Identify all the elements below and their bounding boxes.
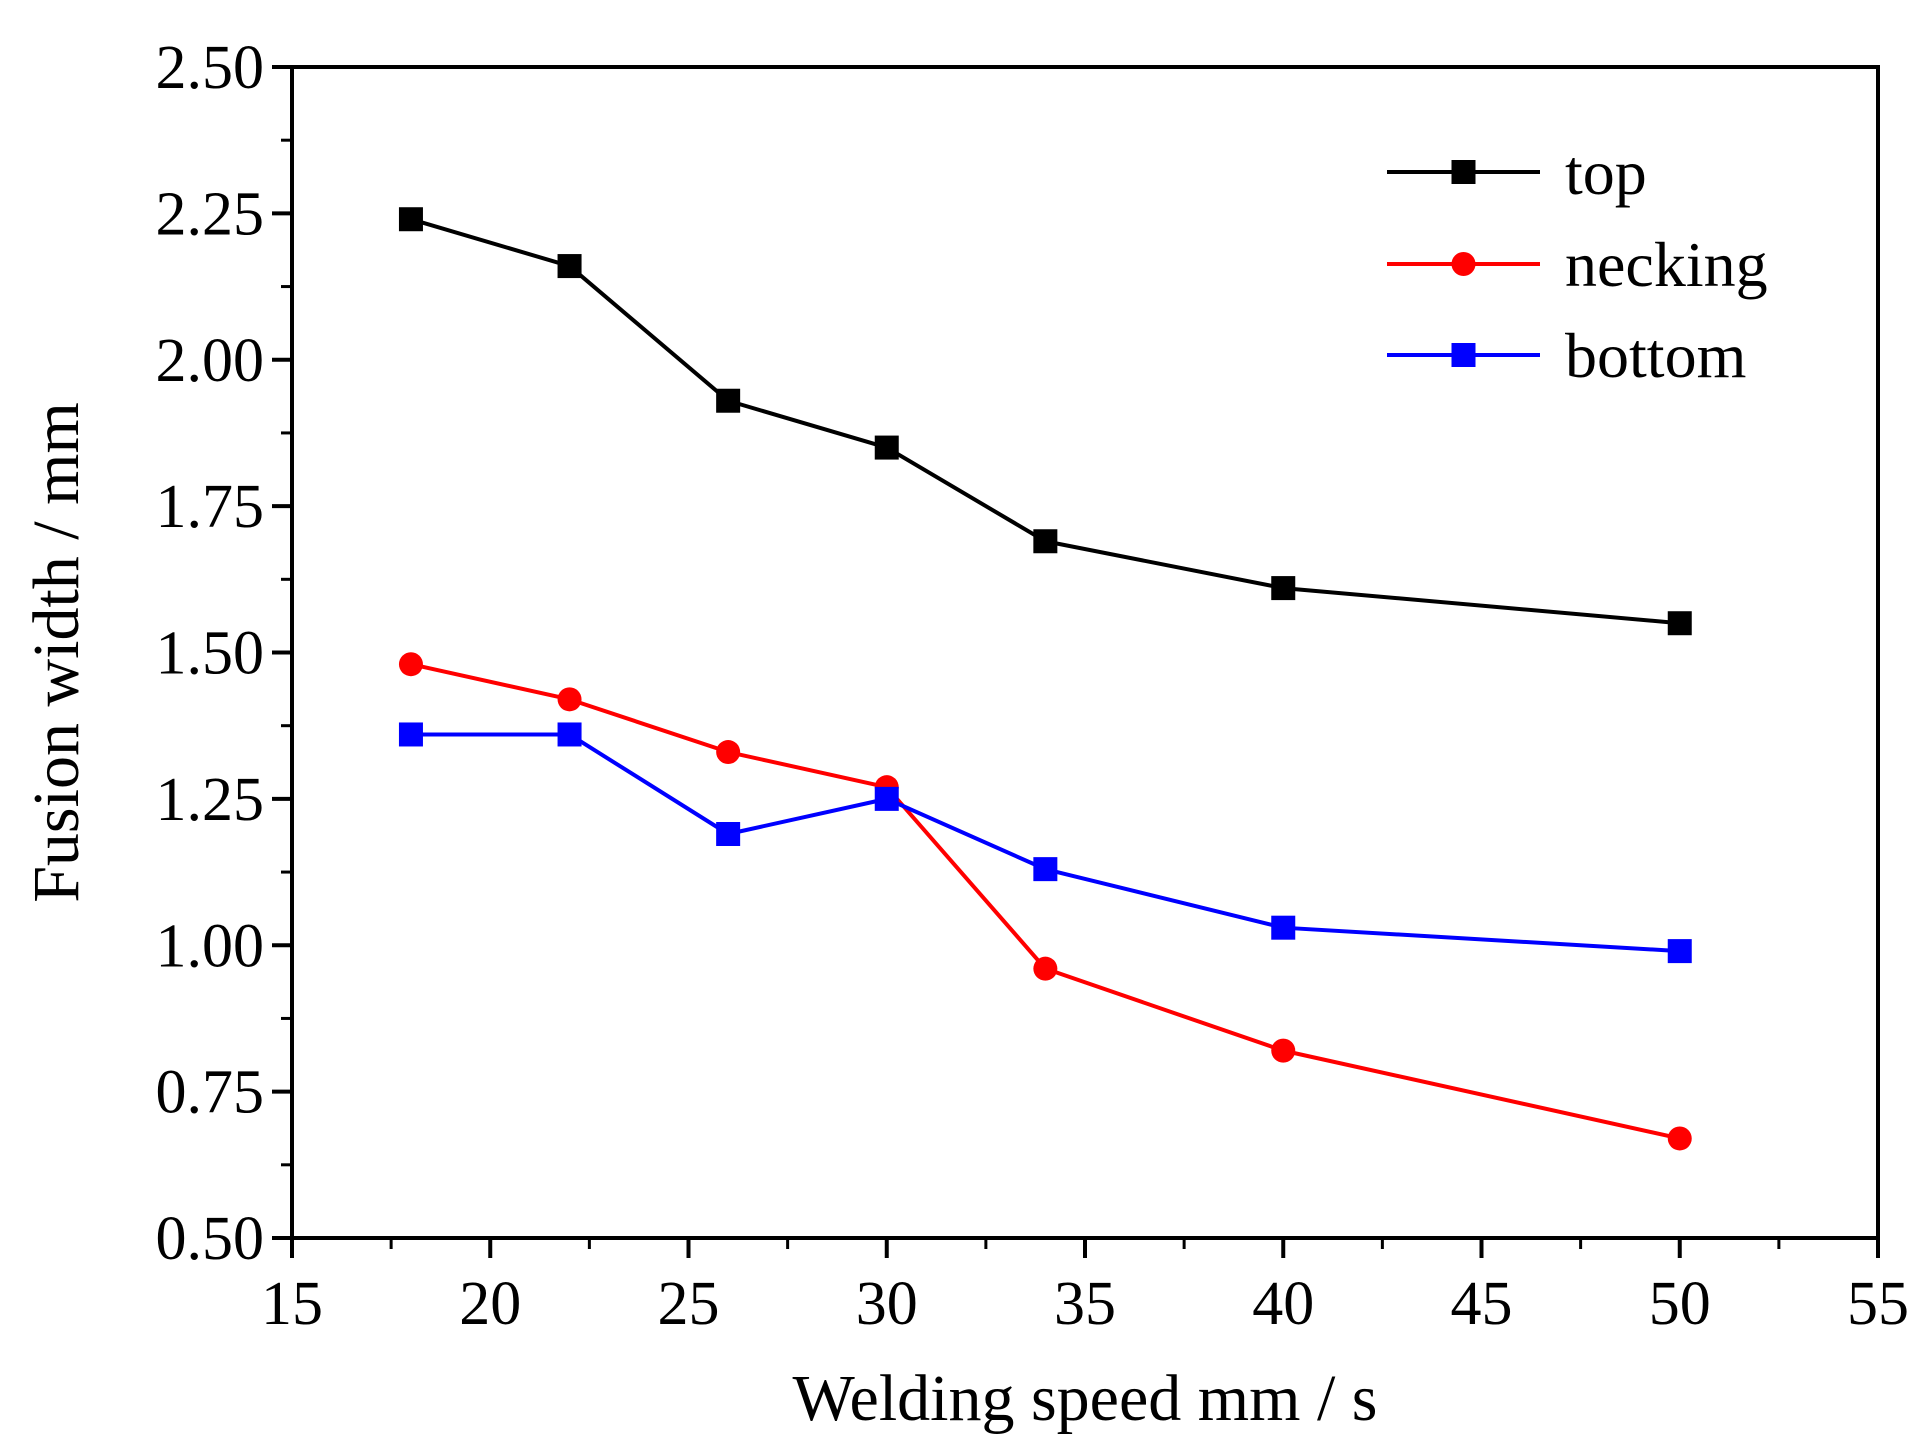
data-point-bottom [557, 722, 582, 747]
legend-marker-top [1451, 160, 1476, 184]
data-point-top [874, 435, 899, 460]
x-axis-title: Welding speed mm / s [793, 1362, 1378, 1435]
y-tick-label: 2.50 [156, 34, 265, 102]
y-tick-label: 0.50 [156, 1205, 265, 1273]
data-point-necking [716, 740, 741, 765]
x-tick-label: 45 [1451, 1270, 1513, 1338]
x-tick-label: 50 [1649, 1270, 1711, 1338]
x-tick-label: 55 [1847, 1270, 1909, 1338]
legend-label-necking: necking [1565, 229, 1768, 300]
y-tick-label: 1.00 [156, 912, 265, 980]
legend-marker-necking [1451, 252, 1476, 276]
data-point-necking [1033, 956, 1058, 981]
data-point-top [716, 388, 741, 413]
data-point-bottom [1033, 857, 1058, 882]
y-tick-label: 2.00 [156, 327, 265, 395]
data-point-necking [1667, 1126, 1692, 1151]
legend-marker-bottom [1451, 343, 1476, 367]
data-point-necking [398, 652, 423, 677]
y-tick-label: 2.25 [156, 180, 265, 248]
axes: 15 20 25 30 35 40 45 50 55 0.50 0.75 1.00 1.25 1.50 1.… [156, 34, 1910, 1338]
y-tick-label: 0.75 [156, 1059, 265, 1127]
series-line-bottom [410, 732, 1680, 954]
series-line-necking [410, 662, 1681, 1141]
data-point-bottom [1271, 915, 1296, 940]
data-point-top [557, 254, 582, 279]
legend-label-top: top [1565, 137, 1647, 208]
y-tick-label: 1.25 [156, 766, 265, 834]
data-point-top [1271, 576, 1296, 601]
data-point-top [398, 207, 423, 232]
y-tick-label: 1.75 [156, 473, 265, 541]
data-point-bottom [716, 822, 741, 847]
x-tick-label: 15 [261, 1270, 323, 1338]
x-tick-label: 40 [1252, 1270, 1314, 1338]
x-tick-label: 25 [658, 1270, 720, 1338]
y-tick-label: 1.50 [156, 620, 265, 688]
x-tick-label: 20 [459, 1270, 521, 1338]
data-point-bottom [398, 722, 423, 747]
data-point-top [1667, 611, 1692, 636]
data-point-necking [1271, 1038, 1296, 1063]
y-axis-title: Fusion width / mm [20, 402, 93, 903]
series-line-top [410, 217, 1680, 626]
data-point-top [1033, 529, 1058, 554]
legend: top necking bottom [1387, 137, 1768, 391]
x-tick-label: 30 [856, 1270, 918, 1338]
plot-marks [398, 207, 1692, 1151]
x-tick-label: 35 [1054, 1270, 1116, 1338]
legend-label-bottom: bottom [1565, 320, 1746, 391]
data-point-bottom [874, 786, 899, 811]
data-point-bottom [1667, 939, 1692, 964]
data-point-necking [557, 687, 582, 712]
